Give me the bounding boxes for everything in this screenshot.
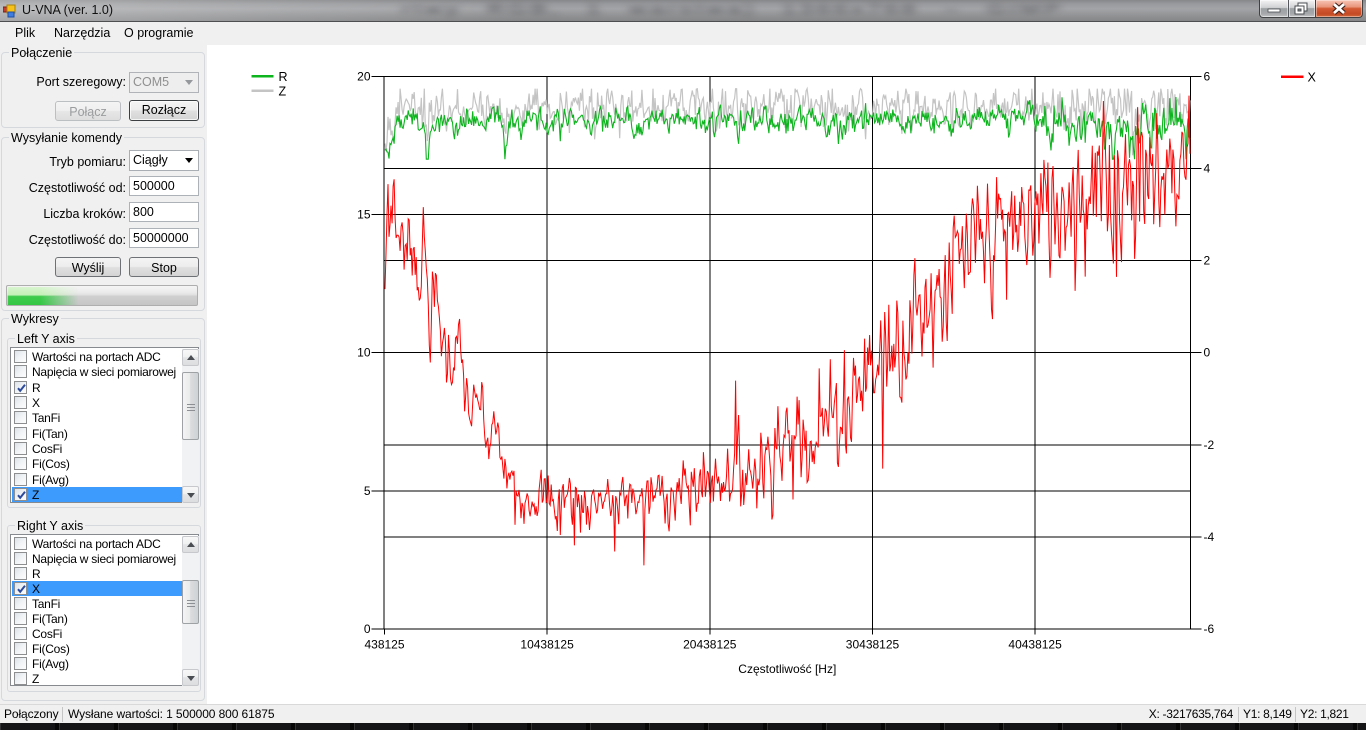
svg-text:5: 5 [364,484,371,498]
svg-text:15: 15 [357,208,371,222]
svg-text:4: 4 [1204,161,1211,175]
svg-text:10438125: 10438125 [520,638,574,652]
svg-text:Częstotliwość [Hz]: Częstotliwość [Hz] [738,662,836,676]
svg-text:2: 2 [1204,254,1211,268]
svg-text:10: 10 [357,346,371,360]
svg-text:0: 0 [364,622,371,636]
svg-text:0: 0 [1204,346,1211,360]
svg-text:-2: -2 [1204,438,1215,452]
svg-text:40438125: 40438125 [1008,638,1062,652]
svg-text:-4: -4 [1204,530,1215,544]
svg-text:20438125: 20438125 [683,638,737,652]
svg-text:20: 20 [357,69,371,83]
svg-text:-6: -6 [1204,622,1215,636]
svg-text:Z: Z [279,84,287,98]
svg-text:6: 6 [1204,69,1211,83]
svg-text:30438125: 30438125 [846,638,900,652]
svg-text:R: R [279,70,288,84]
svg-text:X: X [1308,70,1317,84]
svg-text:438125: 438125 [364,638,404,652]
